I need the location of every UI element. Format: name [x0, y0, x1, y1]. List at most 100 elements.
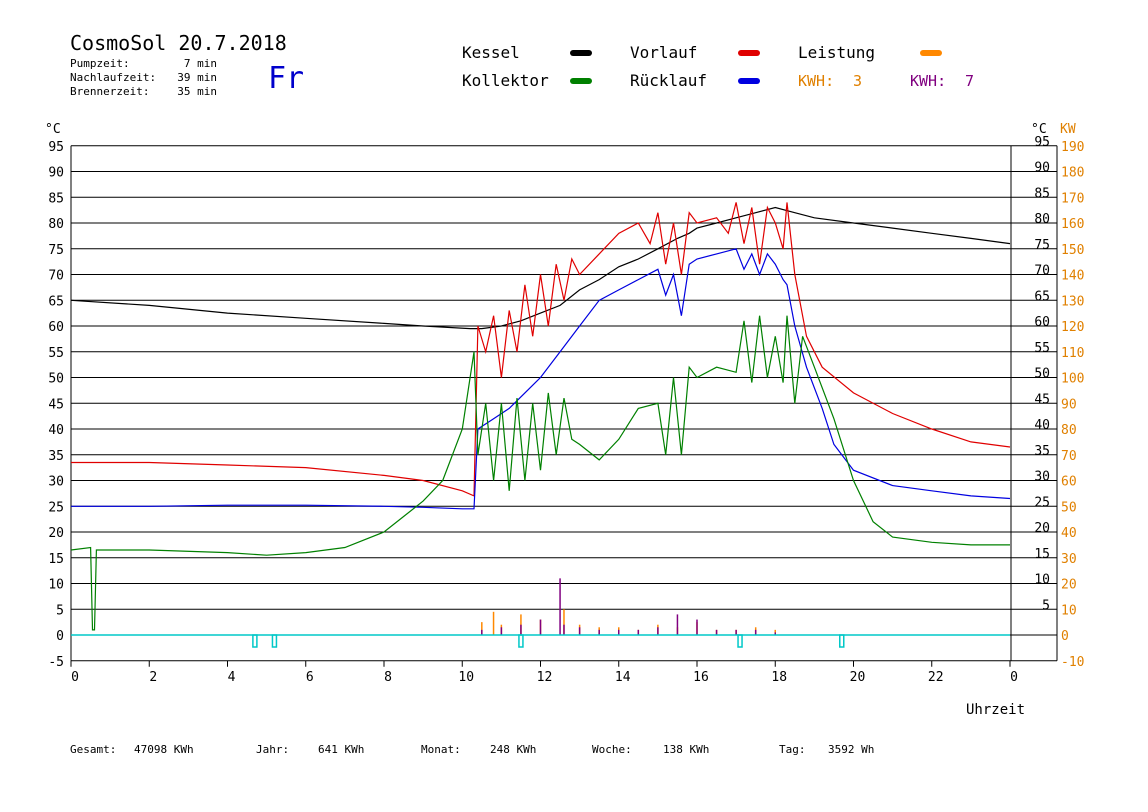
legend: Kessel Vorlauf Leistung Kollektor Rückla… [462, 43, 974, 90]
time-stats: Pumpzeit: 7 min Nachlaufzeit: 39 min Bre… [70, 57, 217, 98]
series-line-vorlauf [71, 202, 1011, 497]
y-tick-label-left: 60 [48, 320, 64, 335]
time-stat-value: 39 min [177, 71, 217, 84]
footer-value: 47098 KWh [134, 743, 194, 756]
y-tick-label-left: 80 [48, 217, 64, 232]
y-tick-label-right-c: 80 [1034, 212, 1050, 227]
y-tick-label-right-c: 95 [1034, 135, 1050, 150]
burner-marker [839, 634, 845, 648]
y-tick-label-left: 90 [48, 166, 64, 181]
time-stat-value: 35 min [177, 85, 217, 98]
time-stat-label: Brennerzeit: [70, 85, 149, 98]
y-tick-label-right-kw: 190 [1061, 140, 1084, 155]
y-tick-label-left: 45 [48, 397, 64, 412]
y-tick-label-right-c: 20 [1034, 521, 1050, 536]
x-tick-label: 6 [306, 670, 314, 685]
y-tick-label-right-c: 90 [1034, 161, 1050, 176]
y-tick-label-left: 65 [48, 294, 64, 309]
x-tick-label: 12 [537, 670, 553, 685]
legend-label-ruecklauf: Rücklauf [630, 71, 707, 90]
y-tick-label-right-kw: 180 [1061, 166, 1084, 181]
kwh-value-1: 3 [853, 72, 862, 90]
y-tick-label-right-kw: 110 [1061, 346, 1084, 361]
y-tick-label-right-c: 65 [1034, 289, 1050, 304]
footer-value: 138 KWh [663, 743, 709, 756]
y-tick-label-right-c: 5 [1042, 598, 1050, 613]
legend-swatch-ruecklauf [738, 78, 760, 84]
legend-label-kollektor: Kollektor [462, 71, 549, 90]
burner-marker [518, 634, 524, 648]
kwh-label-1: KWH: [798, 72, 834, 90]
footer-value: 3592 Wh [828, 743, 874, 756]
y-tick-label-left: 95 [48, 140, 64, 155]
series-lines [70, 202, 1011, 631]
left-axis-unit: °C [45, 122, 61, 137]
x-axis-label: Uhrzeit [966, 702, 1025, 718]
y-tick-label-left: 55 [48, 346, 64, 361]
legend-label-vorlauf: Vorlauf [630, 43, 697, 62]
x-tick-label: 10 [458, 670, 474, 685]
y-tick-label-right-c: 60 [1034, 315, 1050, 330]
y-tick-label-right-c: 85 [1034, 186, 1050, 201]
y-tick-label-right-kw: 20 [1061, 578, 1077, 593]
time-stat-value: 7 min [184, 57, 217, 70]
y-tick-label-right-kw: 140 [1061, 269, 1084, 284]
time-stat-label: Nachlaufzeit: [70, 71, 156, 84]
footer-label: Woche: [592, 743, 632, 756]
y-tick-label-left: 0 [56, 629, 64, 644]
y-tick-label-left: 25 [48, 500, 64, 515]
y-tick-label-right-kw: 60 [1061, 475, 1077, 490]
y-tick-label-right-c: 25 [1034, 495, 1050, 510]
y-tick-label-right-c: 45 [1034, 392, 1050, 407]
series-line-kollektor [70, 315, 1010, 631]
y-tick-label-right-kw: 170 [1061, 191, 1084, 206]
y-tick-label-right-kw: 50 [1061, 500, 1077, 515]
y-tick-label-right-kw: 70 [1061, 449, 1077, 464]
right-axis-unit-c: °C [1031, 122, 1047, 137]
x-axis-ticks: 0 2 4 6 8 10 12 14 16 18 20 22 0 [70, 660, 1018, 685]
x-tick-label: 14 [615, 670, 631, 685]
y-tick-label-left: 5 [56, 603, 64, 618]
y-tick-label-right-kw: 40 [1061, 526, 1077, 541]
legend-swatch-kollektor [570, 78, 592, 84]
legend-label-leistung: Leistung [798, 43, 875, 62]
y-tick-label-right-kw: 0 [1061, 629, 1069, 644]
y-tick-label-right-c: 70 [1034, 264, 1050, 279]
x-tick-label: 8 [384, 670, 392, 685]
y-tick-label-right-kw: 130 [1061, 294, 1084, 309]
y-tick-label-right-c: 35 [1034, 444, 1050, 459]
y-tick-label-right-c: 75 [1034, 238, 1050, 253]
y-tick-label-left: 30 [48, 475, 64, 490]
y-tick-label-right-kw: 10 [1061, 603, 1077, 618]
y-tick-label-left: 50 [48, 372, 64, 387]
x-tick-label: 2 [149, 670, 157, 685]
y-tick-label-left: 40 [48, 423, 64, 438]
y-tick-label-left: 35 [48, 449, 64, 464]
series-line-rcklauf [71, 248, 1011, 510]
x-tick-label: 22 [928, 670, 944, 685]
x-tick-label: 16 [693, 670, 709, 685]
x-tick-label: 20 [850, 670, 866, 685]
legend-swatch-kessel [570, 50, 592, 56]
legend-label-kessel: Kessel [462, 43, 520, 62]
y-tick-label-left: 85 [48, 191, 64, 206]
y-tick-label-left: 75 [48, 243, 64, 258]
x-tick-label: 18 [771, 670, 787, 685]
legend-swatch-leistung [920, 50, 942, 56]
y-tick-label-right-kw: 150 [1061, 243, 1084, 258]
burner-marker [737, 634, 743, 648]
y-tick-label-right-kw: 160 [1061, 217, 1084, 232]
footer-totals: Gesamt: 47098 KWh Jahr: 641 KWh Monat: 2… [70, 743, 874, 756]
y-tick-label-right-kw: 80 [1061, 423, 1077, 438]
chart-title: CosmoSol 20.7.2018 [70, 31, 287, 55]
legend-swatch-vorlauf [738, 50, 760, 56]
right-axis-unit-kw: KW [1060, 122, 1076, 137]
y-tick-label-right-c: 50 [1034, 367, 1050, 382]
grid [70, 145, 1058, 662]
y-tick-label-right-c: 40 [1034, 418, 1050, 433]
series-line-kessel [70, 206, 1011, 330]
footer-label: Tag: [779, 743, 806, 756]
y-tick-label-right-c: 15 [1034, 547, 1050, 562]
x-tick-label: 4 [228, 670, 236, 685]
